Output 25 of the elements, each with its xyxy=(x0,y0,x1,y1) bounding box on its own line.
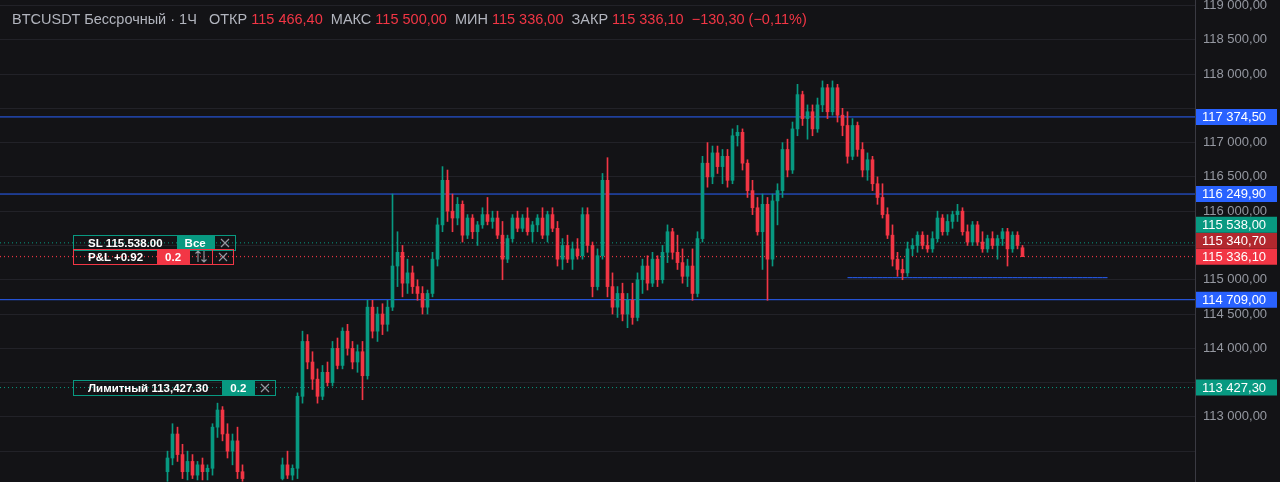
annotation: SL 115.538.00 xyxy=(87,235,164,250)
text: BTCUSDT Бессрочный · 1Ч xyxy=(12,11,197,27)
y-tick-label: 114 500,00 xyxy=(1203,305,1268,321)
y-tick-label: 114 000,00 xyxy=(1203,339,1268,355)
y-tick-label: 113 000,00 xyxy=(1203,408,1268,424)
y-tick-label: 117 000,00 xyxy=(1203,134,1268,150)
ref-line-label: 115 538,00 xyxy=(1202,216,1267,232)
y-tick-label: 118 500,00 xyxy=(1203,31,1268,47)
y-tick-label: 115 000,00 xyxy=(1203,271,1268,287)
text: ОТКР 115 466,40 МАКС 115 500,00 МИН 115 336,00 ЗАКР 115 336,10 −130,30 (−0,11%) xyxy=(208,11,807,27)
y-tick-label: 116 000,00 xyxy=(1203,202,1268,218)
annotation: 0.2 xyxy=(222,380,255,395)
ref-line-label: 115 336,10 xyxy=(1202,248,1267,264)
ref-line-label: 114 709,00 xyxy=(1202,291,1267,307)
annotation: Лимитный 113,427.30 xyxy=(87,380,210,395)
ref-line-label: 117 374,50 xyxy=(1202,109,1267,125)
annotation: Все xyxy=(176,235,214,250)
ref-line-label: 115 340,70 xyxy=(1202,232,1267,248)
y-tick-label: 119 000,00 xyxy=(1203,0,1268,13)
y-tick-label: 116 500,00 xyxy=(1203,168,1268,184)
ref-line-label: 116 249,90 xyxy=(1202,186,1267,202)
annotation: P&L +0.92 xyxy=(87,249,145,264)
ref-line-label: 113 427,30 xyxy=(1202,379,1267,395)
annotation: 0.2 xyxy=(157,249,190,264)
y-tick-label: 118 000,00 xyxy=(1203,65,1268,81)
